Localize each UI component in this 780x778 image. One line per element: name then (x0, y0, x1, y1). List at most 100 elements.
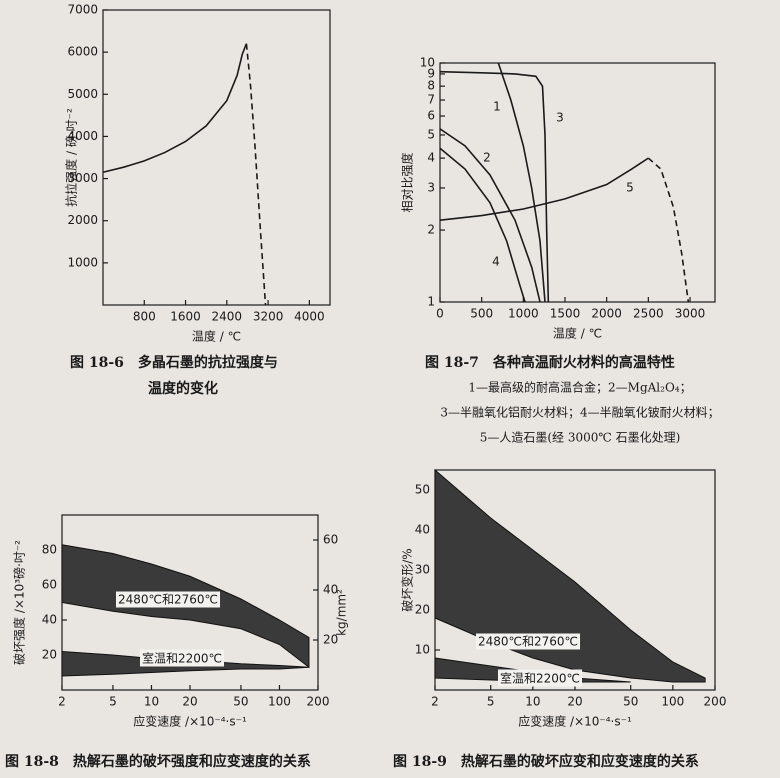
x-tick-label: 2 (431, 695, 439, 709)
plot-frame (439, 62, 716, 303)
curve-label: 2 (483, 151, 491, 165)
caption: 图 18-8 热解石墨的破坏强度和应变速度的关系 (5, 753, 311, 770)
y-tick-label: 7000 (67, 3, 98, 17)
band-label: 2480℃和2760℃ (478, 635, 578, 649)
y-tick-label: 40 (415, 523, 430, 537)
plot-frame (102, 9, 331, 306)
y-tick-label: 10 (420, 56, 435, 70)
line (647, 157, 690, 303)
band (434, 657, 631, 683)
line (102, 43, 248, 174)
band-label-bg (497, 669, 583, 687)
y-tick-label: 60 (42, 578, 57, 592)
x-tick-label: 2 (58, 695, 66, 709)
y-tick-label: 4 (427, 151, 435, 165)
x-tick-label: 5 (109, 695, 117, 709)
y-tick-label: 9 (427, 66, 435, 80)
y-tick-label: 3 (427, 180, 435, 194)
x-tick-label: 20 (182, 695, 197, 709)
x-tick-label: 200 (704, 695, 727, 709)
x-tick-label: 1000 (508, 307, 539, 321)
caption: 图 18-9 热解石墨的破坏应变和应变速度的关系 (393, 753, 699, 770)
x-tick-label: 100 (268, 695, 291, 709)
x-axis-label: 温度 / ℃ (192, 329, 241, 344)
y-axis-label: 破坏变形/% (400, 548, 415, 611)
line (439, 147, 526, 303)
y-tick-label: 2 (427, 223, 435, 237)
x-tick-label: 0 (436, 307, 444, 321)
y-tick-label: 8 (427, 79, 435, 93)
line (439, 70, 550, 303)
band-label: 2480℃和2760℃ (118, 593, 218, 607)
y-tick-label: 20 (415, 603, 430, 617)
line (439, 128, 541, 303)
caption: 图 18-7 各种高温耐火材料的高温特性 (425, 354, 675, 371)
x-tick-label: 100 (661, 695, 684, 709)
y-tick-label: 50 (415, 483, 430, 497)
x-tick-label: 200 (307, 695, 330, 709)
y-tick-label: 1 (427, 295, 435, 309)
line (439, 157, 649, 221)
line (245, 43, 267, 306)
x-tick-label: 50 (233, 695, 248, 709)
x-axis-label: 应变速度 /×10⁻⁴·s⁻¹ (133, 714, 247, 729)
y-tick-label: 2000 (67, 213, 98, 227)
x-axis-label: 应变速度 /×10⁻⁴·s⁻¹ (518, 714, 632, 729)
caption-note: 3—半融氧化铝耐火材料；4—半融氧化铍耐火材料； (440, 405, 719, 420)
chart-panel: 2 5 10 20 50 100 200 10 20 30 40 50 应变速度 /×10⁻⁴·s⁻¹ 破… (393, 468, 727, 770)
curve-label: 5 (626, 181, 634, 195)
y-tick-label: 80 (42, 543, 57, 557)
y-tick-label: 40 (42, 613, 57, 627)
band-label: 室温和2200℃ (142, 651, 222, 666)
y-tick-label: 1000 (67, 255, 98, 269)
caption-note: 5—人造石墨(经 3000℃ 石墨化处理) (480, 431, 681, 445)
caption-note: 1—最高级的耐高温合金；2—MgAl₂O₄； (468, 380, 691, 395)
band-label-bg (139, 649, 225, 667)
x-tick-label: 4000 (294, 310, 325, 324)
caption: 图 18-6 多晶石墨的抗拉强度与 (70, 354, 278, 371)
x-tick-label: 3200 (253, 310, 284, 324)
x-axis-label: 温度 / ℃ (553, 326, 602, 341)
y-axis-label: 破坏强度 /×10³磅·吋⁻² (12, 540, 27, 665)
y2-tick-label: 60 (323, 533, 338, 547)
x-tick-label: 10 (144, 695, 159, 709)
chart-panel: 2 5 10 20 50 100 200 20 40 60 80 20 40 60 kg/mm² 应变速度 /… (5, 514, 349, 770)
x-tick-label: 20 (567, 695, 582, 709)
band-label-bg (115, 591, 221, 608)
x-tick-label: 2000 (591, 307, 622, 321)
y-axis-label: 抗拉强度 / 磅·吋⁻² (64, 108, 79, 207)
line (497, 62, 546, 303)
band-label-bg (475, 633, 581, 650)
x-tick-label: 3000 (675, 307, 706, 321)
y-tick-label: 3000 (67, 171, 98, 185)
chart-panel: 800 1600 2400 3200 4000 1000 2000 3000 4000 5000 6… (64, 3, 331, 397)
caption: 温度的变化 (148, 380, 218, 397)
y-tick-label: 10 (415, 643, 430, 657)
x-tick-label: 10 (525, 695, 540, 709)
x-tick-label: 1500 (550, 307, 581, 321)
x-tick-label: 5 (487, 695, 495, 709)
y2-axis-label: kg/mm² (335, 589, 349, 636)
y-tick-label: 5000 (67, 87, 98, 101)
curve-label: 4 (492, 255, 500, 269)
y-tick-label: 4000 (67, 129, 98, 143)
y-tick-label: 7 (427, 93, 435, 107)
y-tick-label: 6 (427, 109, 435, 123)
x-tick-label: 2400 (212, 310, 243, 324)
band-label: 室温和2200℃ (500, 671, 580, 686)
band (434, 468, 706, 683)
x-tick-label: 800 (133, 310, 156, 324)
curve-label: 3 (556, 111, 564, 125)
x-tick-label: 500 (470, 307, 493, 321)
x-tick-label: 2500 (633, 307, 664, 321)
y-tick-label: 20 (42, 648, 57, 662)
y2-tick-label: 20 (323, 633, 338, 647)
y2-tick-label: 40 (323, 583, 338, 597)
y-tick-label: 6000 (67, 45, 98, 59)
x-tick-label: 1600 (170, 310, 201, 324)
curve-label: 1 (493, 100, 501, 114)
x-tick-label: 50 (623, 695, 638, 709)
y-tick-label: 5 (427, 127, 435, 141)
